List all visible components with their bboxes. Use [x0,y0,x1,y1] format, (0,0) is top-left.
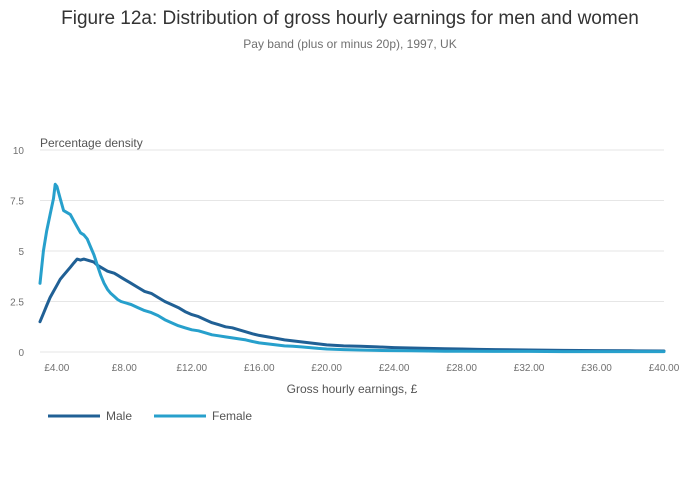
x-tick-label: £40.00 [649,363,680,374]
x-tick-label: £36.00 [581,363,612,374]
x-tick-label: £24.00 [379,363,410,374]
legend: Male Female [48,409,252,423]
grid [40,149,664,353]
x-tick-label: £4.00 [44,363,69,374]
y-tick-label: 0 [18,348,24,359]
series-layer [38,182,666,354]
y-tick-label: 10 [13,146,25,157]
y-axis-label: Percentage density [40,136,143,150]
x-tick-label: £8.00 [112,363,137,374]
series-line-male [38,257,666,353]
x-tick-label: £28.00 [446,363,477,374]
y-tick-label: 2.5 [10,298,24,309]
x-axis-label: Gross hourly earnings, £ [287,382,418,396]
x-tick-label: £12.00 [176,363,207,374]
legend-label-male: Male [106,409,132,423]
x-axis-ticks: £4.00 £8.00 £12.00 £16.00 £20.00 £24.00 £28.00… [44,363,679,374]
x-tick-label: £20.00 [311,363,342,374]
legend-label-female: Female [212,409,252,423]
x-tick-label: £32.00 [514,363,545,374]
series-line-female [38,182,666,354]
chart-title: Figure 12a: Distribution of gross hourly… [61,8,639,29]
y-tick-label: 5 [18,247,24,258]
y-tick-label: 7.5 [10,197,24,208]
y-axis-ticks: 0 2.5 5 7.5 10 [10,146,24,359]
chart-subtitle: Pay band (plus or minus 20p), 1997, UK [243,37,456,51]
x-tick-label: £16.00 [244,363,275,374]
